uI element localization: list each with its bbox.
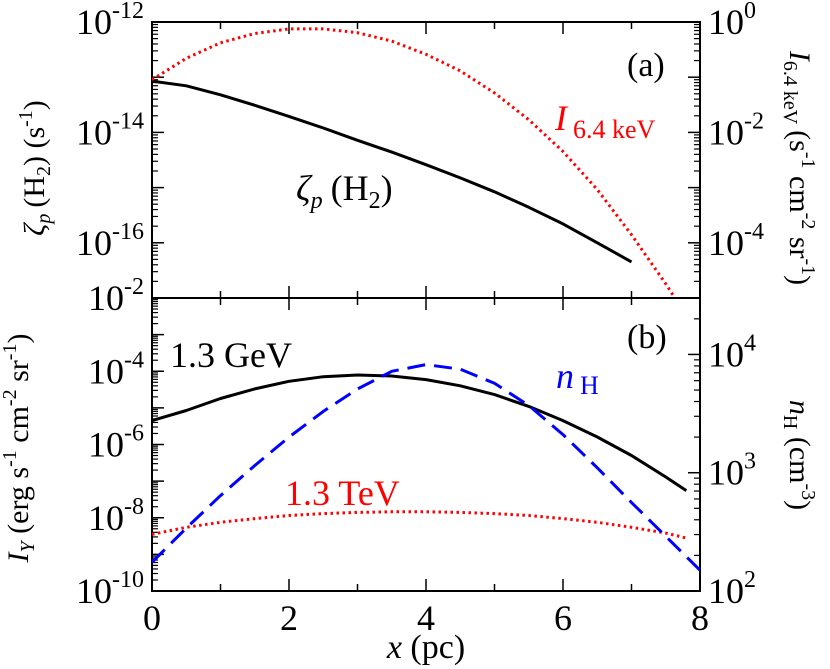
panel-b-label: (b) xyxy=(627,319,667,356)
panel-b-left-axis-label: IY (erg s-1 cm-2 sr-1) xyxy=(0,334,39,564)
y-tick-label: 10-2 xyxy=(708,108,764,152)
panel-b-curves xyxy=(152,363,700,572)
y-tick-label: 104 xyxy=(708,330,756,374)
panel-a: 10-12 10-14 10-16 100 10-2 10-4 (a) ζp (H2) I… xyxy=(15,0,819,299)
y-tick-label: 102 xyxy=(708,567,756,611)
panel-a-right-tick-labels: 100 10-2 10-4 xyxy=(708,0,764,263)
panel-b: 10-2 10-4 10-6 10-8 10-10 102 103 104 0 2 4 6 8 (b… xyxy=(0,274,819,666)
x-tick-label: 6 xyxy=(554,598,572,638)
series-label-i64: I 6.4 keV xyxy=(554,98,656,144)
y-tick-label: 10-14 xyxy=(76,108,144,152)
y-tick-label: 10-10 xyxy=(76,567,144,611)
y-tick-label: 103 xyxy=(708,449,756,493)
x-tick-labels: 0 2 4 6 8 xyxy=(143,598,709,638)
x-tick-label: 8 xyxy=(691,598,709,638)
y-tick-label: 10-8 xyxy=(88,494,144,538)
y-tick-label: 10-4 xyxy=(708,219,764,263)
panel-a-curves xyxy=(152,27,677,298)
panel-a-left-axis-label: ζp(H2) (s-1) xyxy=(15,100,55,236)
series-line-b-0 xyxy=(152,373,688,492)
y-tick-label: 10-12 xyxy=(76,0,144,42)
x-axis-label: x (pc) xyxy=(386,629,465,666)
y-tick-label: 100 xyxy=(708,0,756,42)
panel-a-right-axis-label: I6.4 keV(s-1 cm-2 sr-1) xyxy=(779,50,819,285)
y-tick-label: 10-6 xyxy=(88,421,144,465)
x-tick-label: 2 xyxy=(280,598,298,638)
series-line-a-1 xyxy=(152,27,677,298)
panel-a-label: (a) xyxy=(627,47,665,84)
series-label-gev: 1.3 GeV xyxy=(170,335,292,375)
panel-b-right-axis-label: nH (cm-3) xyxy=(779,400,819,510)
series-label-tev: 1.3 TeV xyxy=(285,473,400,513)
panel-b-left-tick-labels: 10-2 10-4 10-6 10-8 10-10 xyxy=(76,274,144,611)
y-tick-label: 10-2 xyxy=(88,274,144,318)
x-tick-label: 0 xyxy=(143,598,161,638)
panel-a-left-tick-labels: 10-12 10-14 10-16 xyxy=(76,0,144,263)
panel-a-frame xyxy=(151,21,701,299)
y-tick-label: 10-4 xyxy=(88,347,144,391)
series-line-a-0 xyxy=(152,79,633,264)
series-label-zeta: ζp (H2) xyxy=(296,168,393,214)
panel-a-ticks xyxy=(151,21,701,299)
y-tick-label: 10-16 xyxy=(76,219,144,263)
x-tick-label: 4 xyxy=(417,598,435,638)
series-line-b-1 xyxy=(152,510,687,540)
panel-b-right-tick-labels: 102 103 104 xyxy=(708,330,756,611)
